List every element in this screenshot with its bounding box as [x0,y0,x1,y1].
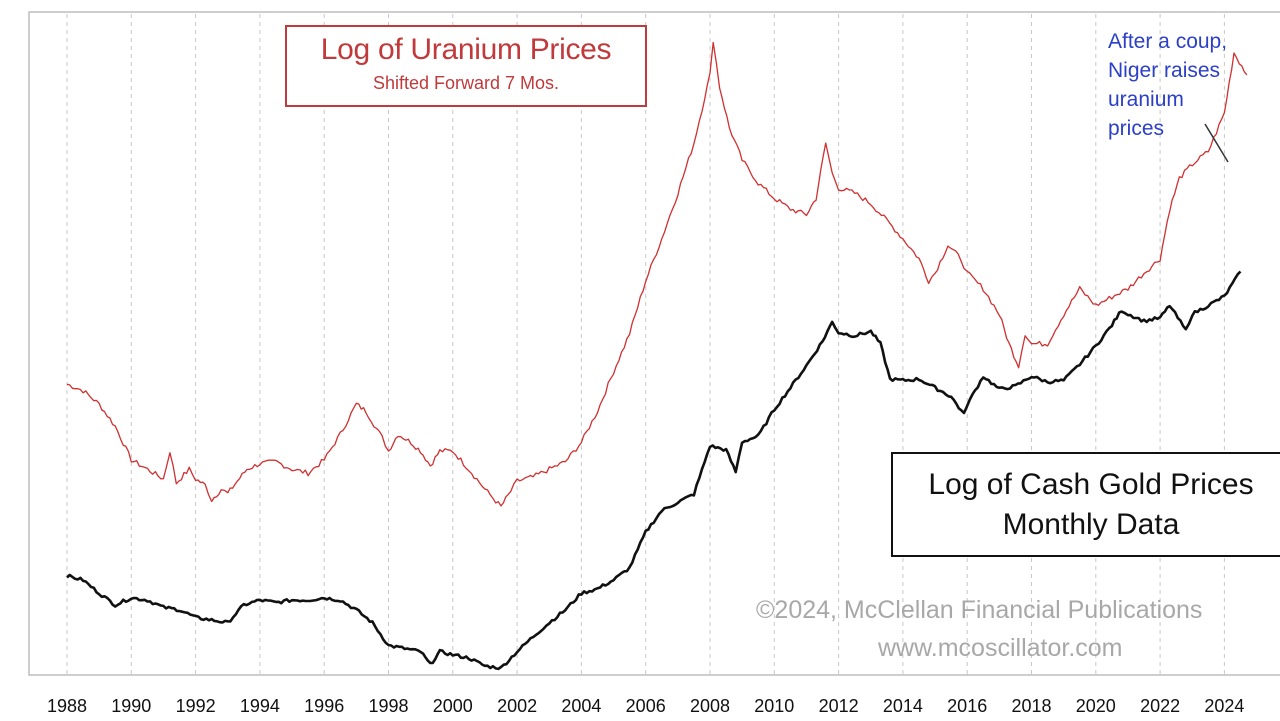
gold-legend-box: Log of Cash Gold Prices Monthly Data [891,452,1280,557]
x-tick-label-2018: 2018 [1011,696,1051,716]
uranium-series-title: Log of Uranium Prices [320,33,612,66]
x-tick-label-1994: 1994 [240,696,280,716]
niger-annotation: After a coup, Niger raises uranium price… [1108,27,1268,143]
x-tick-label-2006: 2006 [626,696,666,716]
x-tick-label-1992: 1992 [176,696,216,716]
uranium-legend-box: Log of Uranium Prices Shifted Forward 7 … [285,25,647,107]
x-axis-tick-labels: 1988 1990 1992 1994 1996 1998 2000 2002 2004 2006… [47,696,1244,716]
copyright-text: ©2024, McClellan Financial Publications [756,596,1203,624]
x-tick-label-2020: 2020 [1076,696,1116,716]
x-tick-label-2022: 2022 [1140,696,1180,716]
x-tick-label-2002: 2002 [497,696,537,716]
website-text: www.mcoscillator.com [878,634,1123,662]
series-lines [66,41,1248,671]
x-tick-label-2016: 2016 [947,696,987,716]
annotation-line: prices [1108,117,1165,140]
annotation-pointer-line [1204,123,1229,163]
annotation-line: Niger raises [1108,59,1221,82]
uranium-price-line [66,41,1248,507]
annotation-line: After a coup, [1108,30,1228,53]
uranium-series-subtitle: Shifted Forward 7 Mos. [372,73,560,93]
gold-series-title: Log of Cash Gold Prices [928,468,1254,501]
vertical-gridlines [66,14,1225,674]
x-tick-label-2014: 2014 [883,696,923,716]
annotation-line: uranium [1108,88,1184,111]
x-tick-label-2012: 2012 [819,696,859,716]
x-tick-label-2010: 2010 [754,696,794,716]
x-tick-label-1996: 1996 [304,696,344,716]
x-tick-label-1988: 1988 [47,696,87,716]
x-tick-label-2000: 2000 [433,696,473,716]
x-tick-label-1990: 1990 [111,696,151,716]
gold-price-line [66,270,1242,671]
x-tick-label-2008: 2008 [690,696,730,716]
x-tick-label-2004: 2004 [561,696,601,716]
plot-frame [28,11,1280,676]
x-tick-label-2024: 2024 [1204,696,1244,716]
x-tick-label-1998: 1998 [368,696,408,716]
gold-series-subtitle: Monthly Data [1002,508,1180,541]
